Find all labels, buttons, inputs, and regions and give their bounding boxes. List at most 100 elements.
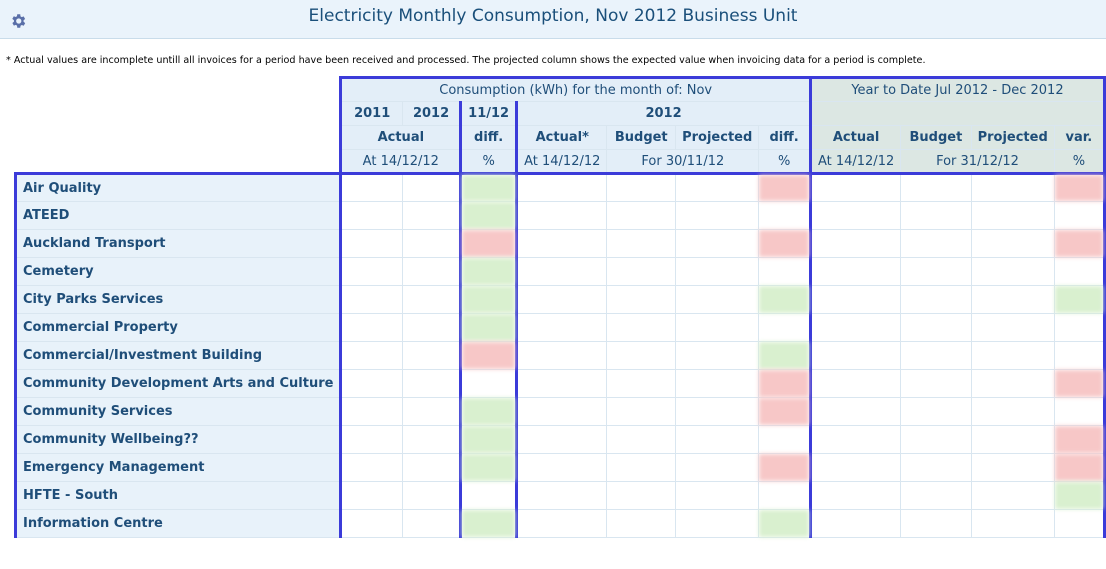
cell-diff: [459, 509, 519, 538]
cell-var: [1053, 285, 1106, 314]
cell-2011-actual: [339, 397, 403, 426]
cell-actual-star: [516, 425, 608, 454]
cell-projected: [675, 481, 760, 510]
cell-ytd-budget: [900, 173, 972, 202]
table-row: Commercial Property: [13, 313, 1106, 342]
cell-actual-star: [516, 369, 608, 398]
cell-2011-actual: [339, 201, 403, 230]
cell-diff2: [758, 257, 812, 286]
cell-2011-actual: [339, 453, 403, 482]
consumption-table: Consumption (kWh) for the month of: Nov …: [13, 76, 1106, 538]
cell-ytd-projected: [970, 173, 1055, 202]
cell-ytd-actual: [809, 229, 902, 258]
cell-2012-actual: [401, 285, 462, 314]
gear-icon[interactable]: [9, 12, 27, 30]
header-ytd-projected: Projected: [970, 125, 1055, 150]
cell-ytd-projected: [970, 509, 1055, 538]
table-row: Community Wellbeing??: [13, 425, 1106, 454]
subheader-pct2: %: [758, 149, 812, 175]
title-bar: Electricity Monthly Consumption, Nov 201…: [0, 0, 1106, 39]
cell-budget: [606, 313, 677, 342]
cell-2012-actual: [401, 341, 462, 370]
table-row: Cemetery: [13, 257, 1106, 286]
cell-2012-actual: [401, 481, 462, 510]
row-label[interactable]: Community Wellbeing??: [13, 425, 343, 454]
row-label[interactable]: Commercial Property: [13, 313, 343, 342]
cell-2012-actual: [401, 313, 462, 342]
cell-2011-actual: [339, 285, 403, 314]
row-label[interactable]: Commercial/Investment Building: [13, 341, 343, 370]
cell-budget: [606, 341, 677, 370]
cell-var: [1053, 257, 1106, 286]
cell-2011-actual: [339, 257, 403, 286]
cell-diff2: [758, 173, 812, 202]
cell-var: [1053, 201, 1106, 230]
table-row: Commercial/Investment Building: [13, 341, 1106, 370]
cell-ytd-actual: [809, 173, 902, 202]
cell-2012-actual: [401, 397, 462, 426]
cell-ytd-projected: [970, 257, 1055, 286]
row-label[interactable]: Information Centre: [13, 509, 343, 538]
cell-diff: [459, 369, 519, 398]
table-row: Community Development Arts and Culture: [13, 369, 1106, 398]
cell-diff: [459, 481, 519, 510]
cell-budget: [606, 285, 677, 314]
cell-ytd-projected: [970, 397, 1055, 426]
cell-budget: [606, 173, 677, 202]
cell-diff: [459, 285, 519, 314]
cell-actual-star: [516, 397, 608, 426]
subheader-at1: At 14/12/12: [339, 149, 462, 175]
cell-actual-star: [516, 453, 608, 482]
cell-diff2: [758, 425, 812, 454]
cell-projected: [675, 453, 760, 482]
cell-actual-star: [516, 257, 608, 286]
cell-actual-star: [516, 229, 608, 258]
cell-diff: [459, 397, 519, 426]
row-label[interactable]: Emergency Management: [13, 453, 343, 482]
cell-diff2: [758, 509, 812, 538]
header-2011: 2011: [339, 101, 403, 126]
cell-budget: [606, 425, 677, 454]
cell-diff2: [758, 201, 812, 230]
cell-budget: [606, 257, 677, 286]
cell-ytd-budget: [900, 481, 972, 510]
row-label[interactable]: HFTE - South: [13, 481, 343, 510]
header-projected: Projected: [675, 125, 760, 150]
header-var: var.: [1053, 125, 1106, 150]
subheader-for2: For 31/12/12: [900, 149, 1055, 175]
cell-diff2: [758, 369, 812, 398]
footnote: * Actual values are incomplete untill al…: [6, 55, 926, 66]
cell-diff2: [758, 285, 812, 314]
cell-actual-star: [516, 509, 608, 538]
cell-ytd-projected: [970, 313, 1055, 342]
header-ytd-actual: Actual: [809, 125, 902, 150]
row-label[interactable]: City Parks Services: [13, 285, 343, 314]
header-diff2: diff.: [758, 125, 812, 150]
cell-2011-actual: [339, 313, 403, 342]
cell-ytd-actual: [809, 397, 902, 426]
cell-2012-actual: [401, 257, 462, 286]
cell-diff2: [758, 397, 812, 426]
cell-2011-actual: [339, 425, 403, 454]
cell-diff2: [758, 313, 812, 342]
cell-ytd-projected: [970, 453, 1055, 482]
cell-ytd-actual: [809, 481, 902, 510]
cell-2011-actual: [339, 173, 403, 202]
table-row: ATEED: [13, 201, 1106, 230]
row-label[interactable]: ATEED: [13, 201, 343, 230]
row-label[interactable]: Community Services: [13, 397, 343, 426]
cell-ytd-projected: [970, 341, 1055, 370]
row-label[interactable]: Auckland Transport: [13, 229, 343, 258]
row-label[interactable]: Cemetery: [13, 257, 343, 286]
cell-diff: [459, 453, 519, 482]
header-2012-group: 2012: [516, 101, 812, 126]
cell-2012-actual: [401, 369, 462, 398]
cell-var: [1053, 509, 1106, 538]
row-label[interactable]: Air Quality: [13, 172, 343, 202]
cell-ytd-projected: [970, 285, 1055, 314]
cell-ytd-actual: [809, 257, 902, 286]
cell-actual-star: [516, 201, 608, 230]
row-label[interactable]: Community Development Arts and Culture: [13, 369, 343, 398]
table-row: Information Centre: [13, 509, 1106, 538]
subheader-for1: For 30/11/12: [606, 149, 760, 175]
